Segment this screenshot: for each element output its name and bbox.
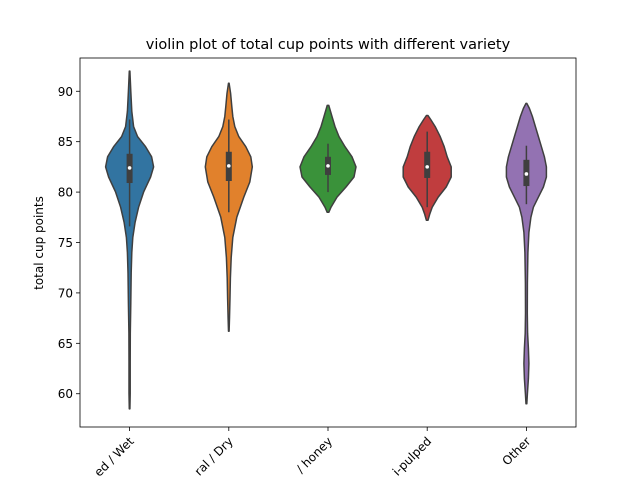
x-tick-label: / honey bbox=[293, 434, 335, 476]
x-tick-label: Other bbox=[500, 434, 534, 468]
y-tick-label: 90 bbox=[58, 85, 73, 99]
violin-body bbox=[505, 102, 548, 405]
violin-median bbox=[524, 172, 529, 176]
violins-group bbox=[104, 70, 548, 410]
y-tick-label: 60 bbox=[58, 387, 73, 401]
y-tick-label: 65 bbox=[58, 337, 73, 351]
x-tick-label: ral / Dry bbox=[192, 434, 236, 478]
box-overlays bbox=[126, 119, 530, 227]
violin-median bbox=[127, 166, 132, 170]
chart-title: violin plot of total cup points with dif… bbox=[146, 37, 511, 53]
y-tick-label: 85 bbox=[58, 135, 73, 149]
y-tick-label: 75 bbox=[58, 236, 73, 250]
violin-median bbox=[227, 164, 231, 168]
violin-iqr-box bbox=[424, 151, 431, 178]
plot-area-frame bbox=[79, 57, 577, 428]
x-tick-label: ed / Wet bbox=[92, 434, 137, 479]
y-axis-ticks: 60 65 70 75 80 85 90 bbox=[58, 85, 80, 401]
y-tick-label: 80 bbox=[58, 186, 73, 200]
x-tick-label: i-pulped bbox=[390, 434, 434, 478]
violin-body bbox=[104, 70, 155, 410]
violin-median bbox=[425, 165, 430, 169]
violin-median bbox=[326, 164, 330, 168]
x-axis-ticks: ed / Wet ral / Dry / honey i-pulped Other bbox=[92, 427, 534, 479]
y-tick-label: 70 bbox=[58, 286, 73, 300]
y-axis-label: total cup points bbox=[32, 196, 46, 290]
